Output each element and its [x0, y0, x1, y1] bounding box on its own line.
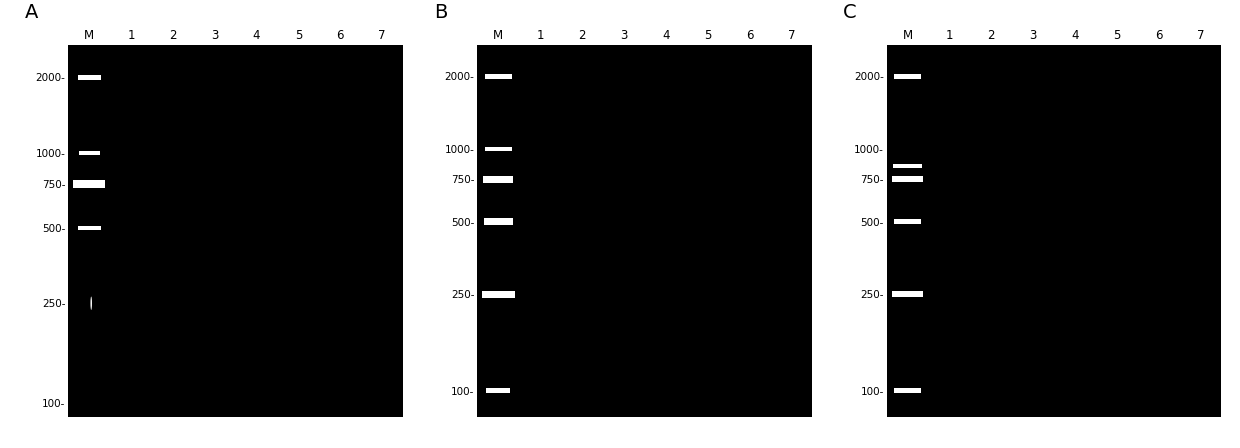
- Bar: [893, 164, 921, 168]
- Bar: [485, 73, 512, 79]
- Bar: [484, 176, 513, 182]
- Bar: [484, 218, 512, 225]
- Bar: [482, 291, 515, 298]
- Bar: [78, 75, 100, 80]
- Bar: [894, 219, 921, 224]
- Bar: [73, 180, 105, 188]
- Circle shape: [91, 297, 92, 310]
- Bar: [894, 388, 921, 393]
- Bar: [486, 388, 511, 393]
- Text: B: B: [434, 4, 448, 22]
- Bar: [78, 226, 100, 230]
- Bar: [892, 292, 924, 297]
- Bar: [485, 146, 512, 151]
- Text: C: C: [843, 4, 857, 22]
- Bar: [893, 176, 923, 182]
- Bar: [78, 151, 99, 155]
- Text: A: A: [25, 4, 38, 22]
- Bar: [894, 73, 921, 79]
